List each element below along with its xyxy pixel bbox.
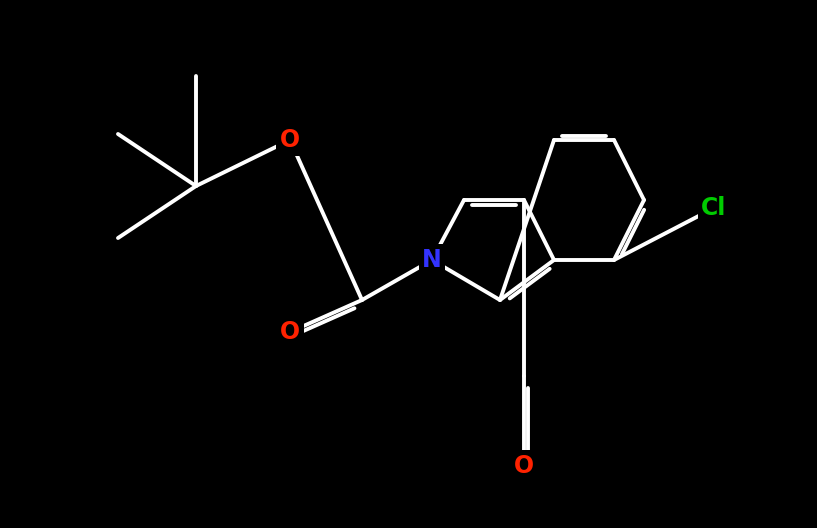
Text: O: O: [280, 320, 300, 344]
Text: Cl: Cl: [701, 196, 726, 220]
Text: O: O: [514, 454, 534, 478]
Text: N: N: [422, 248, 442, 272]
Text: O: O: [280, 128, 300, 152]
